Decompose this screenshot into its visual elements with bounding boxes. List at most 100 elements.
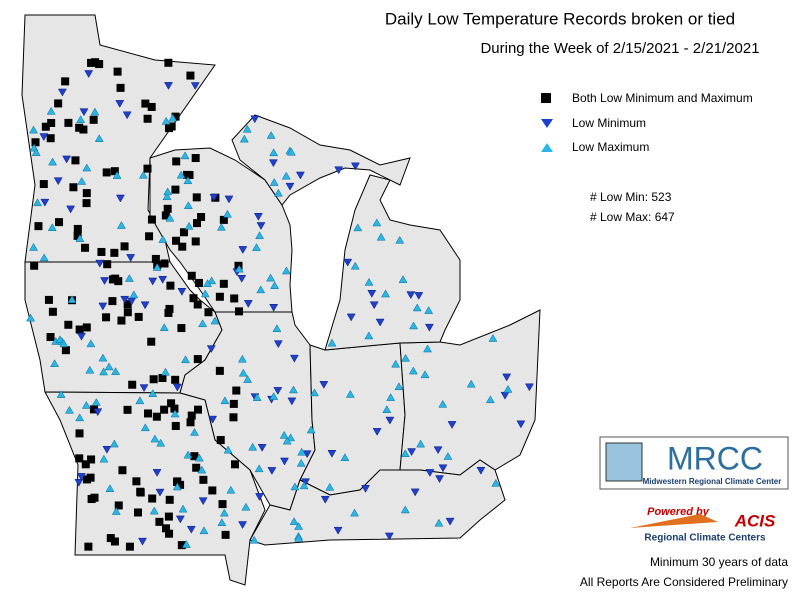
station-both [145,232,154,241]
station-both [81,460,90,469]
station-both [215,366,224,375]
legend-symbol [541,119,553,128]
station-low-max [386,393,396,401]
station-low-max [364,277,374,286]
station-low-max [161,367,170,376]
station-both [31,138,40,147]
station-low-max [296,458,306,467]
station-low-min [138,537,147,546]
station-both [79,125,88,134]
station-low-max [75,234,85,242]
station-low-max [340,453,350,461]
station-low-max [91,397,101,406]
station-both [187,271,196,280]
station-low-max [290,482,300,491]
station-low-max [256,285,266,294]
station-both [208,486,217,495]
station-low-max [234,264,244,273]
station-both [152,412,161,421]
station-both [171,375,180,384]
station-low-min [172,383,182,392]
station-low-min [62,155,72,164]
station-low-max [299,481,309,490]
station-low-max [190,427,199,436]
station-both [193,300,202,309]
legend: Both Low Minimum and Maximum Low Minimum… [541,91,753,154]
station-both [39,180,48,189]
station-both [231,460,240,469]
station-both [102,313,111,322]
station-low-max [99,454,109,463]
station-low-min [295,171,305,180]
station-low-max [111,507,121,515]
station-low-max [76,115,86,123]
station-low-max [252,393,262,401]
station-low-min [285,182,295,191]
station-low-max [111,367,121,375]
logo-powered: Powered by [647,506,710,518]
station-both [186,71,195,80]
station-low-max [438,399,448,408]
station-both [64,320,73,329]
station-low-max [488,334,498,342]
station-both [46,134,55,143]
station-low-max [350,508,359,517]
station-low-max [391,359,401,368]
station-low-max [286,147,296,156]
station-both [193,355,202,364]
station-both [116,83,125,92]
station-both [194,405,203,414]
station-low-max [86,339,96,348]
station-both [164,124,173,133]
station-both [219,215,228,224]
station-low-max [94,134,104,143]
station-low-min [100,277,109,285]
station-both [114,277,123,286]
logo-acis: ACIS [734,511,776,530]
station-low-min [273,387,283,395]
station-low-max [345,389,355,398]
station-low-max [281,266,291,275]
station-both [192,463,201,472]
station-low-max [400,449,410,457]
station-both [192,193,201,202]
station-both [48,307,57,316]
station-low-max [273,188,283,197]
station-low-max [181,540,191,548]
logo-swoosh [630,514,718,528]
station-both [166,281,175,290]
station-both [179,228,188,237]
station-low-min [367,290,377,298]
station-low-max [223,445,233,454]
station-low-min [139,384,149,393]
station-low-max [184,221,194,230]
station-low-min [74,478,84,487]
station-low-max [26,313,36,322]
station-both [191,154,200,163]
station-low-min [155,488,165,497]
station-low-min [158,275,168,284]
station-low-min [224,195,234,204]
station-both [147,102,156,111]
station-low-max [29,242,38,251]
station-both [216,436,225,445]
station-both [165,495,174,504]
station-low-max [248,442,258,451]
station-low-max [381,289,390,298]
station-low-max [48,157,58,166]
markers [26,58,534,551]
station-both [172,157,181,166]
station-both [82,475,91,484]
station-both [147,337,156,346]
station-low-min [334,166,344,175]
station-low-min [269,304,279,312]
station-low-min [273,340,283,349]
footnote: All Reports Are Considered Preliminary [580,575,788,589]
station-both [172,236,181,245]
station-low-max [161,116,171,125]
station-both [82,189,91,198]
station-both [75,429,84,438]
station-both [143,164,152,173]
station-low-min [76,473,86,481]
station-both [221,530,230,539]
